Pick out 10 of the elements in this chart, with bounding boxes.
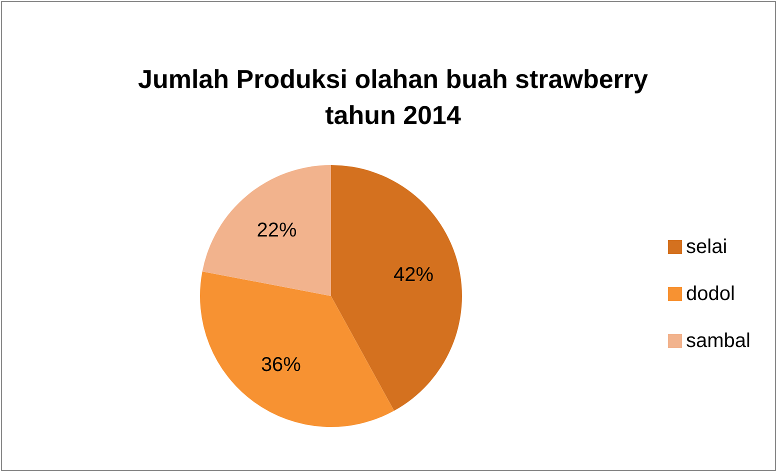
- data-label: 36%: [260, 354, 302, 376]
- legend-label: selai: [686, 236, 728, 258]
- legend-label: dodol: [686, 283, 735, 305]
- chart-title: Jumlah Produksi olahan buah strawberry tahun 2014: [138, 64, 649, 130]
- pie-slice: [200, 271, 394, 427]
- data-label: 22%: [256, 219, 297, 242]
- pie-slice: [202, 165, 331, 296]
- legend-label: sambal: [686, 330, 750, 352]
- pie-slice: [331, 165, 462, 411]
- data-label: 42%: [393, 264, 434, 286]
